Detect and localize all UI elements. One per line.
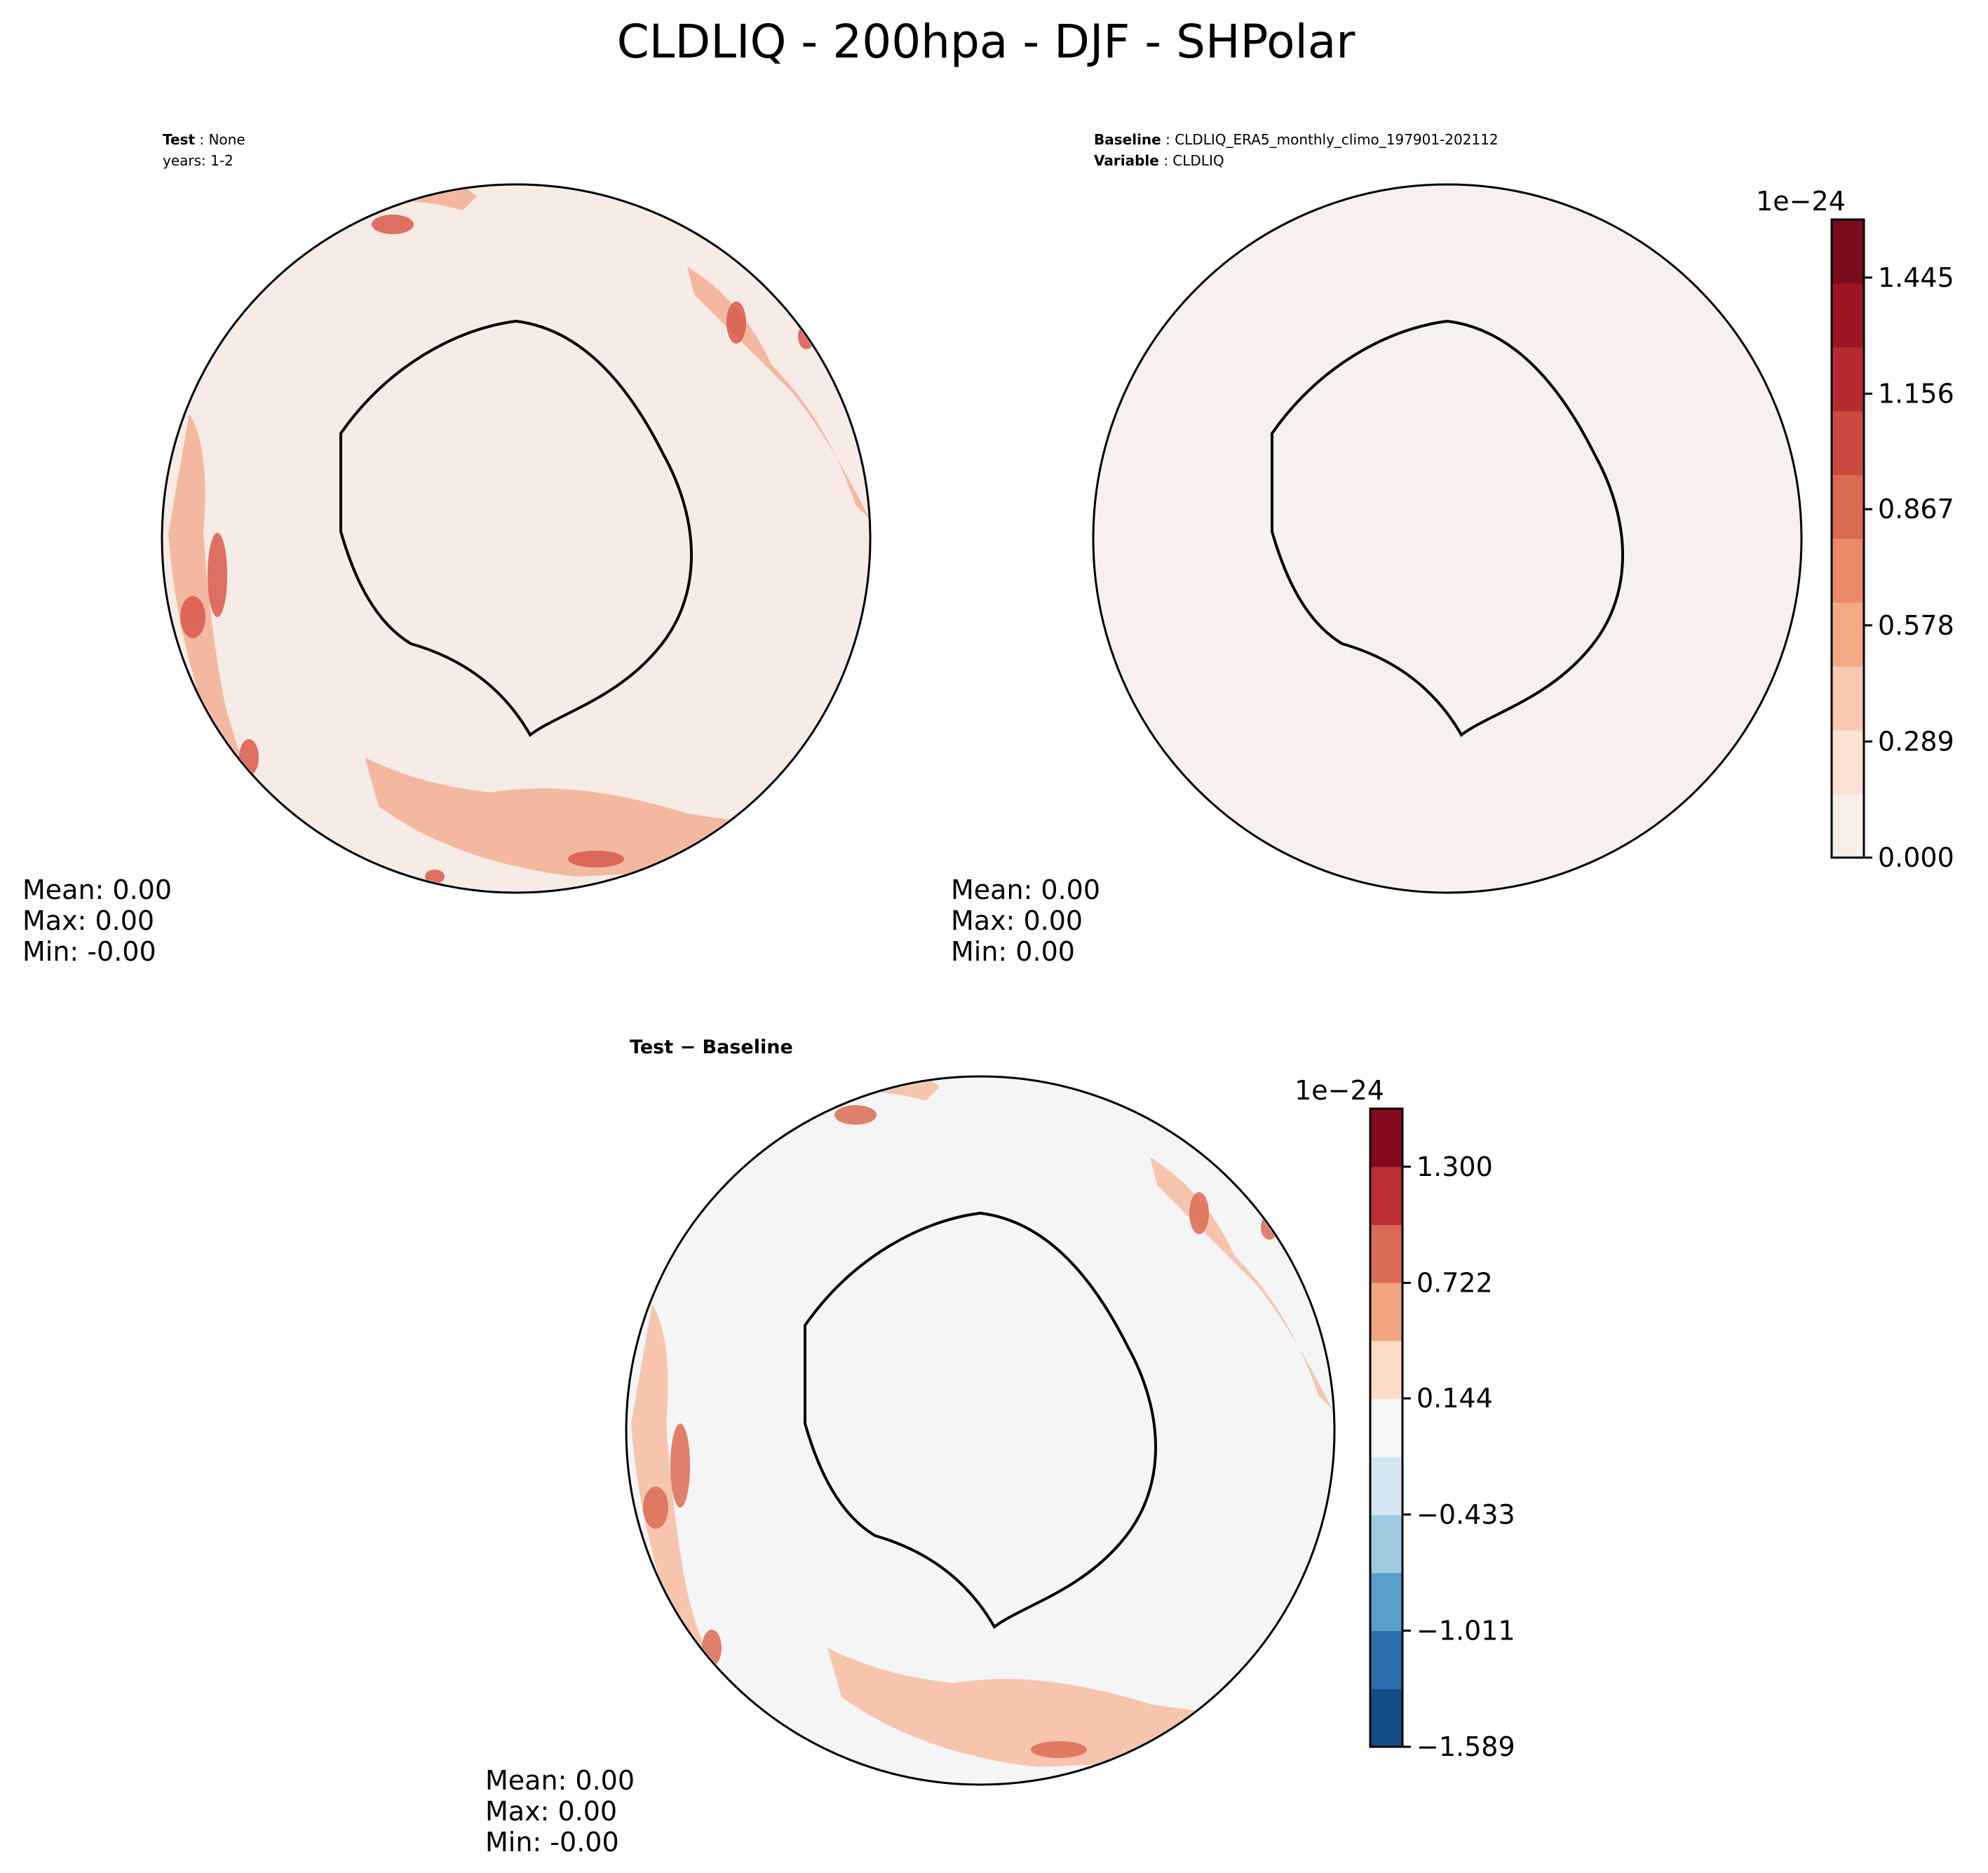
difference-panel: Test − Baseline Mean: 0.00 Max:	[485, 1036, 1336, 1858]
baseline-stats-max: Max: 0.00	[951, 905, 1083, 936]
difference-colorbar-segment	[1370, 1456, 1402, 1515]
baseline-stats-mean: Mean: 0.00	[951, 874, 1100, 905]
main-colorbar-frame	[1830, 218, 1865, 859]
difference-colorbar-tick-label: −0.433	[1416, 1499, 1515, 1530]
difference-colorbar-tick-label: −1.011	[1416, 1615, 1515, 1646]
difference-colorbar-segment	[1370, 1515, 1402, 1574]
difference-colorbar-segment	[1370, 1630, 1402, 1689]
main-colorbar-segment	[1832, 219, 1864, 284]
difference-map-disk	[625, 1075, 1336, 1786]
difference-colorbar-segment	[1370, 1572, 1402, 1632]
difference-colorbar-frame	[1369, 1107, 1404, 1748]
test-map-disk	[161, 183, 872, 894]
difference-stats-mean: Mean: 0.00	[485, 1765, 635, 1796]
difference-antarctica-coastline	[804, 1211, 1157, 1629]
difference-colorbar-segment	[1370, 1283, 1402, 1341]
test-antarctica-coastline	[339, 319, 693, 737]
main-colorbar-segment	[1832, 539, 1864, 603]
main-colorbar-tick-label: 0.289	[1878, 726, 1954, 757]
main-colorbar-segment	[1832, 283, 1864, 348]
variable-label-key: Variable	[1094, 152, 1159, 169]
difference-colorbar-tick-label: 0.722	[1416, 1267, 1493, 1298]
main-colorbar-tick-label: 0.578	[1878, 610, 1954, 641]
test-panel: Test : None years: 1-2	[22, 131, 872, 967]
baseline-stats-min: Min: 0.00	[951, 936, 1075, 967]
main-colorbar-tick-label: 1.156	[1878, 378, 1954, 409]
test-stats-min: Min: -0.00	[22, 936, 156, 967]
baseline-label: Baseline : CLDLIQ_ERA5_monthly_climo_197…	[1094, 131, 1499, 148]
difference-colorbar-tick-label: 0.144	[1416, 1383, 1493, 1414]
main-colorbar-tick-label: 1.445	[1878, 262, 1954, 293]
baseline-antarctica-coastline	[1271, 319, 1624, 737]
main-colorbar-exponent: 1e−24	[1756, 186, 1846, 217]
difference-colorbar-segment	[1370, 1340, 1402, 1400]
test-label: Test : None	[163, 131, 245, 148]
difference-colorbar-segment	[1370, 1109, 1402, 1168]
variable-label-value: CLDLIQ	[1172, 152, 1224, 169]
difference-colorbar: 1e−24 −1.589 −1.011 −0.433 0.144 0.722 1.300	[1294, 1075, 1515, 1762]
main-colorbar-segment	[1832, 666, 1864, 731]
main-colorbar-segment	[1832, 347, 1864, 412]
difference-stats-min: Min: -0.00	[485, 1827, 619, 1858]
test-stats-max: Max: 0.00	[22, 905, 154, 936]
difference-colorbar-segment	[1370, 1224, 1402, 1283]
main-colorbar-segment	[1832, 602, 1864, 667]
main-colorbar-tick-label: 0.867	[1878, 494, 1954, 525]
test-years: years: 1-2	[163, 152, 234, 169]
baseline-map-disk	[1092, 183, 1803, 894]
difference-stats-max: Max: 0.00	[485, 1796, 617, 1827]
test-label-key: Test	[163, 131, 195, 148]
baseline-panel: Baseline : CLDLIQ_ERA5_monthly_climo_197…	[951, 131, 1803, 967]
difference-colorbar-tick-label: 1.300	[1416, 1151, 1493, 1182]
baseline-label-value: CLDLIQ_ERA5_monthly_climo_197901-202112	[1175, 131, 1498, 148]
difference-colorbar-segment	[1370, 1689, 1402, 1747]
difference-title: Test − Baseline	[630, 1036, 793, 1058]
difference-colorbar-segment	[1370, 1166, 1402, 1225]
main-colorbar-tick-label: 0.000	[1878, 842, 1954, 873]
main-colorbar-segment	[1832, 475, 1864, 539]
test-stats-mean: Mean: 0.00	[22, 874, 172, 905]
main-colorbar-segment	[1832, 411, 1864, 475]
figure-title: CLDLIQ - 200hpa - DJF - SHPolar	[617, 15, 1356, 69]
variable-label: Variable : CLDLIQ	[1094, 152, 1224, 169]
main-colorbar-segment	[1832, 730, 1864, 794]
difference-colorbar-segment	[1370, 1398, 1402, 1457]
difference-colorbar-tick-label: −1.589	[1416, 1731, 1515, 1762]
baseline-label-key: Baseline	[1094, 131, 1161, 148]
main-colorbar: 1e−24 0.000 0.289 0.578 0.867 1.156 1.445	[1756, 186, 1954, 873]
main-colorbar-segment	[1832, 794, 1864, 858]
difference-colorbar-exponent: 1e−24	[1294, 1075, 1384, 1106]
test-label-value: None	[208, 131, 245, 148]
